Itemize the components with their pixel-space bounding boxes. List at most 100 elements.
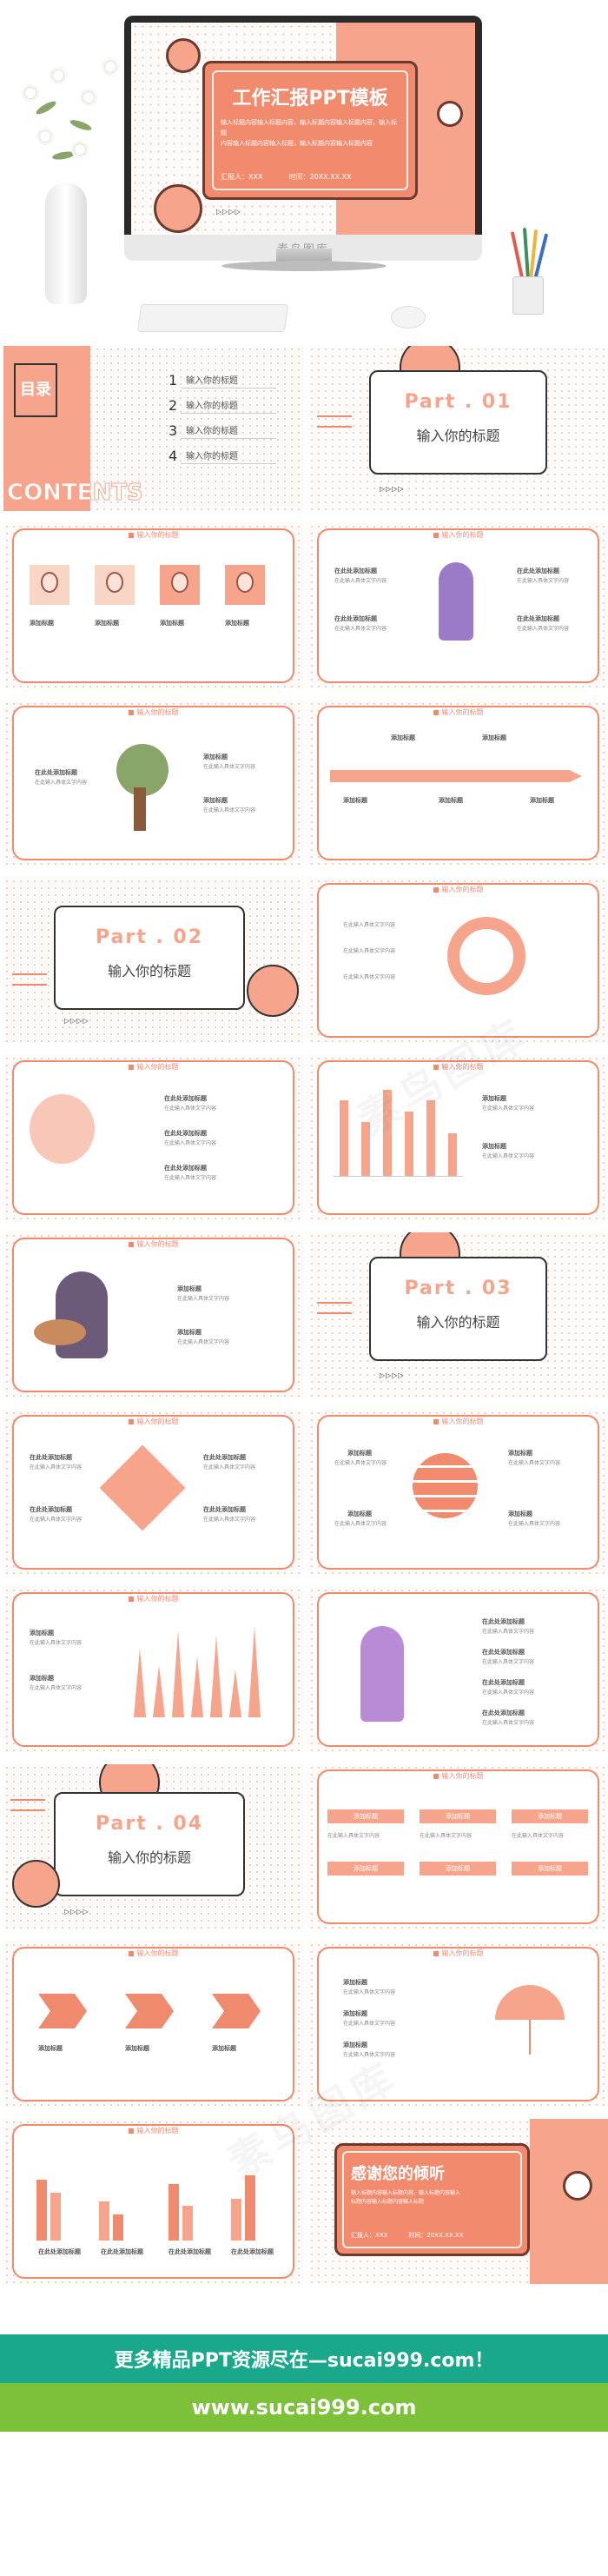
item-heading: 添加标题 bbox=[530, 797, 554, 804]
slide-part-02[interactable]: Part . 02 输入你的标题 ▷▷▷▷ bbox=[3, 878, 303, 1043]
girl-illustration bbox=[30, 1094, 95, 1164]
toc-box: 目录 bbox=[14, 363, 57, 417]
body-text: 在此输入具体文字内容 bbox=[482, 1153, 535, 1159]
square-icon bbox=[128, 532, 134, 538]
item-heading: 添加标题 bbox=[95, 620, 119, 627]
slide-thanks[interactable]: 感谢您的倾听 输入标题内容输入标题内容，输入标题内容输入 标题内容输入标题内容输… bbox=[308, 2119, 608, 2284]
slide-ball[interactable]: 输入你的标题 添加标题 在此输入具体文字内容 添加标题 在此输入具体文字内容 添… bbox=[308, 1410, 608, 1575]
monitor-base bbox=[221, 261, 387, 271]
part-number: Part . 04 bbox=[95, 1813, 204, 1835]
leaf-illustration bbox=[51, 149, 76, 162]
slide-heading-text: 输入你的标题 bbox=[441, 1949, 484, 1957]
slide-tree[interactable]: 输入你的标题 在此处添加标题 在此输入具体文字内容 添加标题 在此输入具体文字内… bbox=[3, 700, 303, 866]
item-heading: 添加标题 bbox=[212, 2045, 236, 2052]
slide-heading-text: 输入你的标题 bbox=[136, 1595, 179, 1603]
hero-subtitle: 输入标题内容输入标题内容，输入标题内容输入标题内容，输入标题 内容输入标题内容输… bbox=[221, 117, 400, 149]
toc-label: 输入你的标题 bbox=[181, 373, 276, 388]
thanks-subtitle-line: 输入标题内容输入标题内容，输入标题内容输入 bbox=[351, 2190, 461, 2196]
slide-dancer[interactable]: 输入你的标题 在此处添加标题 在此输入具体文字内容 在此处添加标题 在此输入具体… bbox=[308, 523, 608, 688]
slide-bar-chart[interactable]: 输入你的标题 添加标题 在此输入具体文字内容 添加标题 在此输入具体文字内容 bbox=[308, 1055, 608, 1220]
square-icon bbox=[433, 709, 439, 715]
body-text: 在此输入具体文字内容 bbox=[420, 1833, 473, 1839]
item-heading: 在此处添加标题 bbox=[203, 1454, 246, 1461]
slide-team[interactable]: 输入你的标题 添加标题 添加标题 添加标题 添加标题 bbox=[3, 523, 303, 688]
slide-process[interactable]: 输入你的标题 添加标题 添加标题 添加标题 添加标题 添加标题 bbox=[308, 700, 608, 866]
item-heading: 在此处添加标题 bbox=[203, 1506, 246, 1513]
time: 时间：20XX.XX.XX bbox=[288, 172, 351, 182]
item-heading: 添加标题 bbox=[508, 1450, 532, 1457]
arrow-decoration: ▷▷▷▷ bbox=[216, 208, 241, 216]
bar-mark bbox=[360, 1122, 370, 1176]
slide-columns[interactable]: 输入你的标题 添加标题 添加标题 添加标题 在此输入具体文字内容 在此输入具体文… bbox=[308, 1764, 608, 1929]
circle-decoration bbox=[154, 184, 202, 233]
item-heading: 添加标题 bbox=[347, 1450, 372, 1457]
slide-pinwheel[interactable]: 输入你的标题 在此处添加标题 在此输入具体文字内容 在此处添加标题 在此输入具体… bbox=[3, 1410, 303, 1575]
body-text: 在此输入具体文字内容 bbox=[35, 780, 88, 786]
avatar bbox=[95, 565, 135, 605]
hero-section: 工作汇报PPT模板 输入标题内容输入标题内容，输入标题内容输入标题内容，输入标题… bbox=[0, 0, 608, 343]
square-icon bbox=[128, 1596, 134, 1602]
slide-chevrons[interactable]: 输入你的标题 添加标题 添加标题 添加标题 bbox=[3, 1942, 303, 2107]
wave-decoration bbox=[317, 415, 352, 428]
wave-decoration bbox=[10, 1799, 45, 1811]
site-link[interactable]: www.sucai999.com bbox=[0, 2383, 608, 2432]
guitarist-illustration bbox=[56, 1271, 108, 1358]
slide-heading: 输入你的标题 bbox=[308, 707, 608, 717]
square-icon bbox=[128, 709, 134, 715]
item-heading: 添加标题 bbox=[38, 2045, 63, 2052]
item-heading: 在此处添加标题 bbox=[35, 769, 77, 776]
slide-part-04[interactable]: Part . 04 输入你的标题 ▷▷▷▷ bbox=[3, 1764, 303, 1929]
bar-mark bbox=[339, 1100, 348, 1176]
slide-girl[interactable]: 输入你的标题 在此处添加标题 在此输入具体文字内容 在此处添加标题 在此输入具体… bbox=[3, 1055, 303, 1220]
column-header: 添加标题 bbox=[327, 1809, 404, 1823]
item-heading: 添加标题 bbox=[160, 620, 184, 627]
reporter-value: XXX bbox=[248, 173, 263, 181]
toc-item: 1 输入你的标题 bbox=[169, 363, 276, 388]
slide-bar-columns[interactable]: 输入你的标题 在此处添加标题 在此处添加标题 在此处添加标题 在此处添加标题 bbox=[3, 2119, 303, 2284]
circle-decoration bbox=[12, 1860, 60, 1908]
time-label: 时间： bbox=[288, 173, 310, 181]
target-chart bbox=[447, 917, 525, 995]
hero-title: 工作汇报PPT模板 bbox=[232, 88, 388, 110]
item-heading: 添加标题 bbox=[30, 1630, 54, 1637]
avatar bbox=[160, 565, 200, 605]
body-text: 在此输入具体文字内容 bbox=[164, 1105, 217, 1112]
square-icon bbox=[433, 532, 439, 538]
item-heading: 添加标题 bbox=[482, 734, 506, 741]
pencil-cup-illustration bbox=[512, 276, 544, 315]
body-text: 在此输入具体文字内容 bbox=[343, 1989, 396, 1995]
slide-umbrella[interactable]: 输入你的标题 添加标题 在此输入具体文字内容 添加标题 在此输入具体文字内容 添… bbox=[308, 1942, 608, 2107]
flower-illustration bbox=[74, 143, 86, 156]
slide-part-03[interactable]: Part . 03 输入你的标题 ▷▷▷▷ bbox=[308, 1232, 608, 1398]
square-icon bbox=[128, 2128, 134, 2134]
slide-spikes[interactable]: 输入你的标题 添加标题 在此输入具体文字内容 添加标题 在此输入具体文字内容 bbox=[3, 1587, 303, 1752]
pencil-illustration bbox=[510, 231, 525, 283]
slide-target[interactable]: 输入你的标题 在此输入具体文字内容 在此输入具体文字内容 在此输入具体文字内容 bbox=[308, 878, 608, 1043]
slide-woman[interactable]: 在此处添加标题 在此输入具体文字内容 在此处添加标题 在此输入具体文字内容 在此… bbox=[308, 1587, 608, 1752]
slide-contents[interactable]: 目录 CONTENTS 1 输入你的标题 2 输入你的标题 3 输入你的标题 4 输入你… bbox=[3, 346, 303, 511]
column-mark bbox=[36, 2180, 47, 2241]
reporter-label: 汇报人： bbox=[221, 173, 248, 181]
slide-guitar[interactable]: 输入你的标题 添加标题 在此输入具体文字内容 添加标题 在此输入具体文字内容 bbox=[3, 1232, 303, 1398]
slide-heading-text: 输入你的标题 bbox=[441, 1063, 484, 1071]
body-text: 在此输入具体文字内容 bbox=[517, 626, 570, 632]
contents-word: CONTENTS bbox=[7, 480, 144, 507]
promo-banner[interactable]: 更多精品PPT资源尽在—sucai999.com！ bbox=[0, 2334, 608, 2383]
slide-frame bbox=[317, 1769, 599, 1924]
item-heading: 在此处添加标题 bbox=[482, 1618, 525, 1625]
body-text: 在此输入具体文字内容 bbox=[30, 1640, 83, 1646]
arrow-decoration: ▷▷▷▷ bbox=[64, 1908, 89, 1915]
hero-meta: 汇报人：XXX 时间：20XX.XX.XX bbox=[221, 172, 352, 182]
body-text: 在此输入具体文字内容 bbox=[343, 948, 396, 954]
avatar-face bbox=[171, 572, 188, 593]
slide-frame bbox=[317, 706, 599, 860]
avatar-face bbox=[236, 572, 254, 593]
part-card: Part . 01 输入你的标题 bbox=[369, 370, 547, 475]
flower-illustration bbox=[24, 87, 36, 99]
spike-mark bbox=[153, 1665, 165, 1717]
slide-part-01[interactable]: Part . 01 输入你的标题 ▷▷▷▷ bbox=[308, 346, 608, 511]
mouse-illustration bbox=[391, 306, 426, 329]
striped-ball bbox=[413, 1453, 478, 1518]
slide-heading-text: 输入你的标题 bbox=[441, 531, 484, 539]
item-heading: 添加标题 bbox=[343, 2042, 367, 2048]
